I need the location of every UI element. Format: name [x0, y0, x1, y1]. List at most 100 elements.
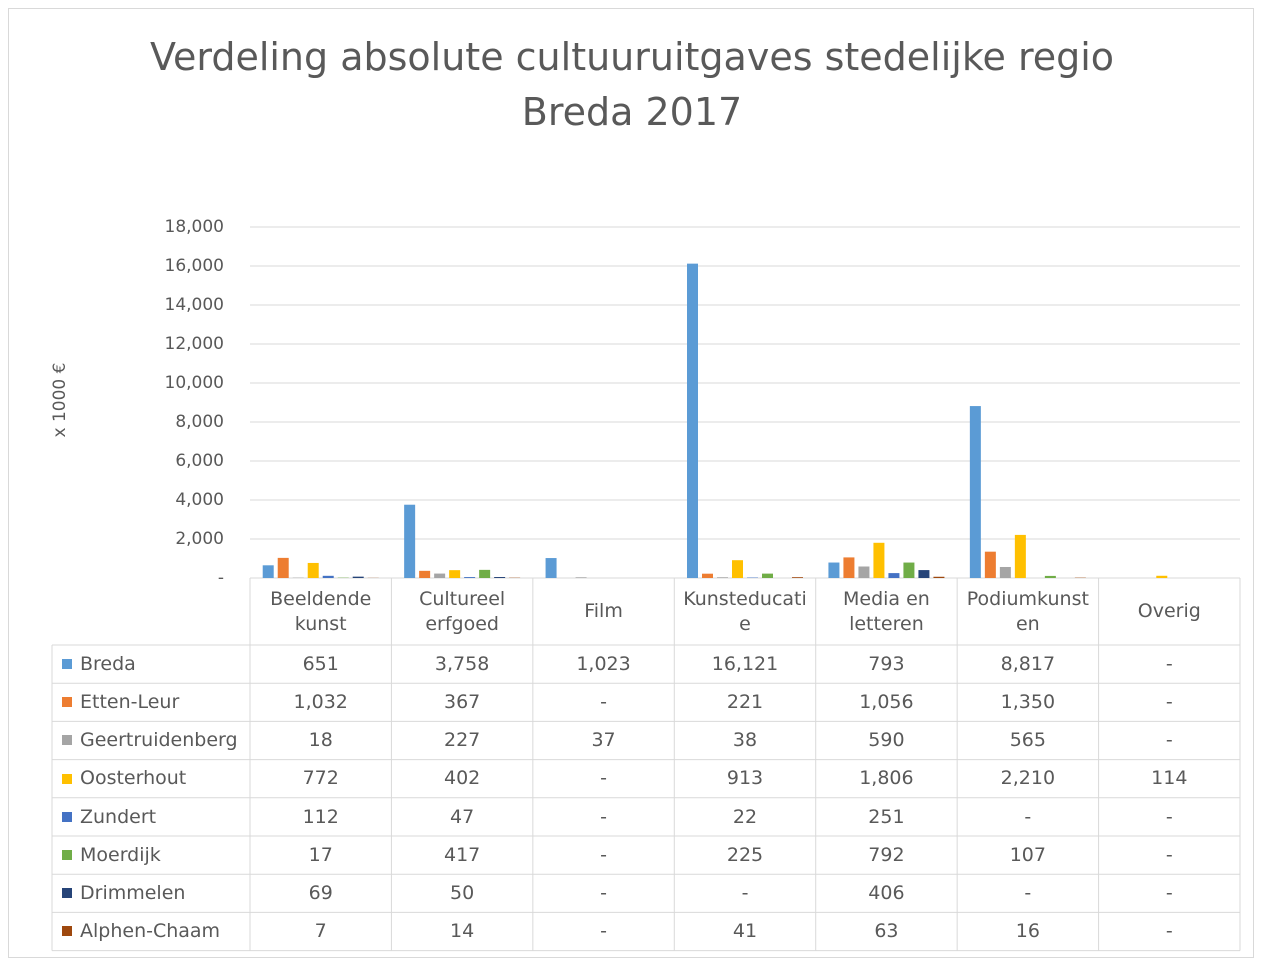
bar	[762, 573, 773, 578]
table-value: 1,350	[1000, 690, 1056, 713]
table-value: 3,758	[434, 652, 490, 675]
table-value: 402	[444, 767, 481, 790]
table-value: -	[600, 805, 607, 828]
series-name: Zundert	[80, 805, 157, 828]
series-name: Geertruidenberg	[80, 729, 238, 752]
table-value: 1,032	[293, 690, 348, 713]
table-value: 107	[1009, 843, 1046, 866]
legend-key	[62, 850, 72, 861]
bar	[479, 569, 491, 578]
bar	[888, 573, 900, 578]
legend-entry: Drimmelen	[52, 874, 250, 912]
legend-key	[62, 659, 72, 670]
y-tick-label: 10,000	[164, 372, 224, 393]
table-value: 221	[726, 690, 764, 713]
bar	[277, 557, 289, 578]
legend-key	[62, 735, 72, 746]
bar	[545, 558, 557, 578]
table-value: 367	[444, 690, 481, 713]
category-header: Cultureel erfgoed	[419, 587, 506, 635]
category-header: Kunsteducatie	[683, 587, 807, 635]
y-tick-label: 6,000	[175, 450, 224, 471]
y-tick-label: 2,000	[175, 528, 224, 549]
table-value: -	[1165, 805, 1173, 828]
bar	[1014, 534, 1026, 578]
bar	[307, 562, 319, 578]
table-value: 37	[591, 729, 616, 752]
bar	[999, 566, 1011, 578]
table-value: 1,056	[859, 690, 914, 713]
bar	[732, 560, 743, 578]
legend-entry: Etten-Leur	[52, 683, 250, 721]
chart-frame	[8, 8, 1254, 958]
table-value: -	[1165, 881, 1173, 904]
series-name: Alphen-Chaam	[80, 920, 221, 943]
chart-title: Verdeling absolute cultuuruitgaves stede…	[149, 35, 1115, 135]
bar	[1156, 575, 1168, 578]
y-tick-label: 4,000	[175, 489, 224, 510]
bar	[449, 570, 461, 578]
table-value: 38	[732, 729, 758, 752]
category-header: Overig	[1137, 600, 1201, 623]
legend-entry: Moerdijk	[52, 836, 250, 874]
table-value: -	[1165, 729, 1173, 752]
table-value: -	[1024, 805, 1032, 828]
category-header: Beeldende kunst	[270, 587, 372, 635]
table-value: 565	[1009, 729, 1046, 752]
legend-entry: Oosterhout	[52, 760, 250, 798]
bar	[575, 577, 587, 578]
table-value: -	[600, 920, 607, 943]
table-value: 225	[726, 843, 764, 866]
table-value: -	[1165, 920, 1173, 943]
bar	[1044, 575, 1056, 578]
series-name: Moerdijk	[80, 843, 161, 866]
series-name: Etten-Leur	[80, 690, 180, 713]
table-value: -	[600, 690, 607, 713]
bar	[828, 562, 840, 578]
bar	[434, 573, 446, 578]
table-value: 8,817	[1000, 652, 1056, 675]
bar	[322, 575, 334, 578]
bar	[918, 570, 930, 578]
table-value: 69	[308, 881, 333, 904]
table-value: 227	[444, 729, 481, 752]
table-value: 47	[450, 805, 475, 828]
bar	[262, 565, 274, 578]
table-value: 16,121	[711, 652, 779, 675]
table-value: 1,806	[859, 767, 914, 790]
bar	[717, 577, 728, 578]
table-value: -	[1165, 843, 1173, 866]
table-value: -	[741, 881, 749, 904]
table-value: -	[1165, 690, 1173, 713]
table-value: 112	[302, 805, 339, 828]
y-tick-label: 8,000	[175, 411, 224, 432]
legend-key	[62, 697, 72, 708]
table-value: 792	[868, 843, 905, 866]
table-value: 2,210	[1000, 767, 1056, 790]
table-value: 406	[868, 881, 905, 904]
table-value: -	[600, 767, 607, 790]
y-tick-label: 12,000	[164, 333, 224, 354]
y-tick-label: 14,000	[164, 294, 224, 315]
table-value: 50	[450, 881, 475, 904]
table-value: 1,023	[576, 652, 631, 675]
bar	[843, 557, 855, 578]
table-value: 41	[732, 920, 758, 943]
bar	[687, 263, 698, 578]
legend-entry: Breda	[52, 645, 250, 683]
legend-key	[62, 773, 72, 784]
table-value: -	[600, 843, 607, 866]
legend-key	[62, 811, 72, 822]
bar	[404, 504, 416, 578]
category-header: Podiumkunsten	[966, 587, 1089, 635]
bar	[352, 576, 364, 578]
table-value: 651	[302, 652, 339, 675]
bar	[984, 551, 996, 578]
bar	[494, 577, 506, 578]
category-header: Media en letteren	[842, 587, 930, 635]
y-axis-label: x 1000 €	[49, 362, 70, 438]
y-tick-label: 18,000	[164, 216, 224, 237]
bar	[858, 566, 870, 578]
y-tick-label: -	[217, 567, 224, 588]
